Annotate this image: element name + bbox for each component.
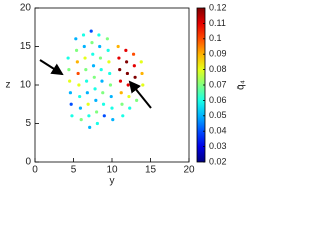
x-tick-label: 0: [32, 165, 38, 176]
x-tick-label: 10: [106, 165, 118, 176]
colorbar-tick-label: 0.09: [209, 49, 227, 59]
colorbar-tick-label: 0.07: [209, 79, 227, 89]
colorbar-tick-label: 0.11: [209, 18, 226, 28]
point: [95, 121, 99, 126]
point: [98, 44, 102, 49]
point: [91, 64, 96, 68]
point: [120, 102, 124, 106]
point: [68, 79, 72, 83]
point: [76, 71, 80, 76]
point: [107, 60, 111, 64]
arrow: [39, 59, 64, 76]
point: [85, 91, 89, 95]
x-axis-label: y: [110, 176, 115, 187]
point: [67, 68, 71, 72]
colorbar-tick-label: 0.02: [209, 156, 227, 166]
colorbar-tick-label: 0.1: [209, 33, 222, 43]
point: [117, 56, 121, 60]
y-tick-label: 5: [25, 118, 31, 129]
point: [92, 75, 96, 79]
colorbar-tick-label: 0.08: [209, 64, 227, 74]
point: [139, 60, 143, 64]
point: [78, 94, 82, 99]
point: [124, 48, 128, 52]
point: [118, 79, 123, 83]
point: [106, 48, 110, 52]
point: [118, 68, 122, 72]
point: [98, 56, 103, 60]
point: [97, 33, 101, 37]
point: [70, 114, 74, 118]
point: [82, 44, 86, 49]
point: [81, 33, 86, 37]
point: [93, 87, 97, 91]
point: [99, 68, 103, 72]
point: [133, 75, 137, 79]
point: [127, 94, 131, 99]
point: [111, 118, 115, 122]
y-tick-label: 0: [25, 157, 31, 168]
point: [79, 118, 83, 122]
y-tick-label: 10: [20, 80, 32, 91]
point: [77, 83, 81, 87]
point: [69, 102, 73, 106]
point: [84, 79, 89, 83]
y-axis-label: z: [6, 80, 11, 91]
colorbar-tick-label: 0.06: [209, 95, 227, 105]
point: [88, 125, 92, 129]
points: [66, 29, 145, 129]
point: [95, 110, 99, 114]
point: [110, 106, 114, 110]
point: [109, 94, 113, 99]
point: [131, 52, 136, 56]
point: [108, 83, 113, 87]
x-tick-label: 15: [145, 165, 157, 176]
arrow: [128, 80, 152, 109]
point: [101, 102, 106, 106]
point: [68, 91, 73, 95]
point: [125, 71, 129, 76]
point: [141, 83, 145, 87]
point: [100, 79, 104, 83]
point: [74, 37, 78, 41]
y-tick-label: 15: [20, 41, 32, 52]
point: [125, 60, 129, 64]
point: [86, 102, 90, 106]
point: [119, 91, 123, 95]
point: [84, 68, 88, 72]
point: [128, 106, 132, 110]
point: [105, 37, 109, 41]
point: [116, 44, 120, 49]
colorbar-tick-label: 0.05: [209, 110, 227, 120]
y-tick-label: 20: [20, 3, 32, 14]
point: [78, 106, 83, 110]
chart: y z q̄₄ 0 5 10 15 20 0 5 10 15 20 0.02 0.03 0.04 0.05…: [6, 2, 247, 187]
x-tick-label: 5: [71, 165, 77, 176]
point: [89, 29, 93, 33]
point: [91, 52, 95, 56]
point: [121, 114, 125, 118]
colorbar-tick-label: 0.12: [209, 2, 227, 12]
point: [66, 56, 70, 60]
point: [108, 71, 112, 76]
point: [90, 41, 94, 45]
point: [135, 98, 139, 102]
point: [87, 114, 91, 118]
point: [94, 98, 98, 102]
colorbar-tick-label: 0.03: [209, 141, 227, 151]
point: [132, 64, 136, 68]
point: [140, 71, 144, 76]
point: [102, 114, 106, 118]
colorbar-label: q̄₄: [236, 80, 247, 90]
point: [83, 56, 87, 60]
point: [101, 91, 105, 95]
point: [75, 60, 79, 64]
colorbar-tick-label: 0.04: [209, 126, 227, 136]
x-tick-label: 20: [183, 165, 195, 176]
point: [74, 48, 79, 52]
point: [126, 83, 130, 87]
